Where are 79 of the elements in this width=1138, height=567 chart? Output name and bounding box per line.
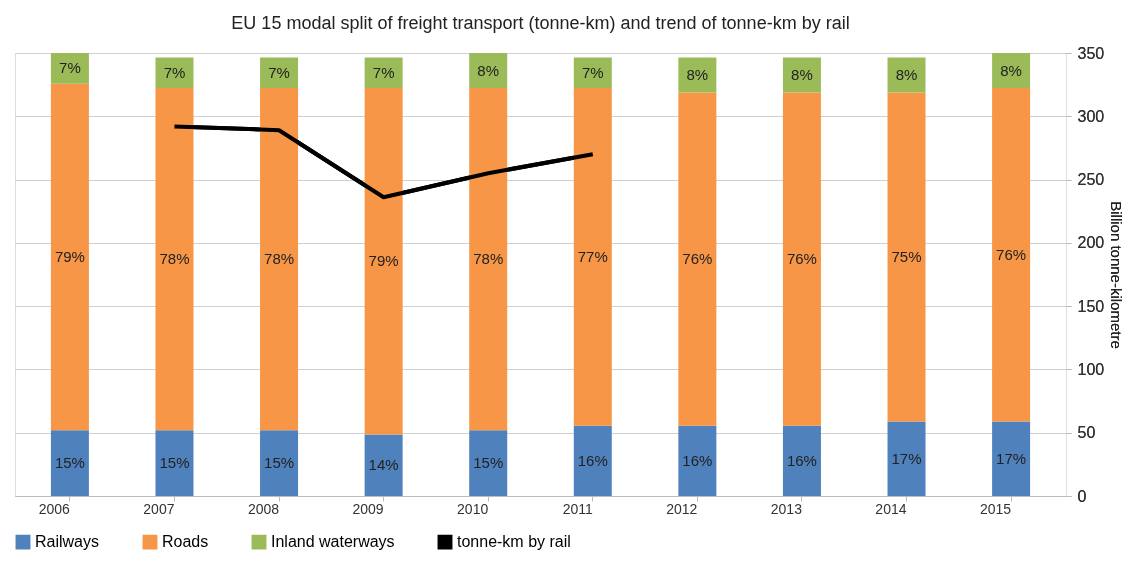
data-label: 7% xyxy=(268,63,290,81)
data-label: 7% xyxy=(581,63,604,81)
bar xyxy=(887,92,926,422)
y2-tick-label: 300 xyxy=(1077,107,1105,125)
data-label: 17% xyxy=(996,449,1027,467)
x-tick-label: 2011 xyxy=(562,500,593,517)
data-label: 16% xyxy=(786,451,817,469)
bar xyxy=(364,88,403,435)
data-label: 79% xyxy=(368,252,399,270)
bar xyxy=(155,88,194,431)
data-label: 7% xyxy=(59,59,81,77)
x-tick-label: 2008 xyxy=(247,500,280,517)
data-label: 77% xyxy=(577,247,608,265)
y2-tick-label: 100 xyxy=(1077,360,1105,378)
y2-tick-label: 0 xyxy=(1077,487,1087,505)
y2-tick-label: 200 xyxy=(1077,234,1105,252)
data-label: 78% xyxy=(159,250,190,268)
data-label: 7% xyxy=(372,63,395,81)
data-label: 78% xyxy=(473,250,504,268)
data-label: 75% xyxy=(891,247,922,265)
bar xyxy=(782,92,821,426)
x-tick-label: 2007 xyxy=(143,500,175,517)
bar xyxy=(469,88,508,431)
legend-label: Railways xyxy=(35,533,100,551)
bar xyxy=(573,425,612,496)
bar xyxy=(50,53,89,84)
bar xyxy=(992,88,1031,422)
y2-tick-label: 50 xyxy=(1077,424,1096,442)
data-label: 76% xyxy=(786,250,817,268)
data-label: 8% xyxy=(477,61,500,79)
y2-tick-label: 350 xyxy=(1077,44,1105,62)
data-label: 15% xyxy=(159,454,190,472)
data-label: 15% xyxy=(264,454,295,472)
bar xyxy=(364,434,403,496)
bar xyxy=(260,88,299,431)
bar xyxy=(678,92,717,426)
bar xyxy=(992,421,1031,496)
data-label: 8% xyxy=(791,65,813,83)
x-tick-label: 2014 xyxy=(875,500,907,517)
data-label: 8% xyxy=(686,65,709,83)
bar xyxy=(573,88,612,426)
bar xyxy=(887,421,926,496)
x-tick-label: 2006 xyxy=(38,500,71,517)
data-label: 15% xyxy=(473,454,504,472)
bar xyxy=(155,57,194,89)
y2-tick-label: 150 xyxy=(1077,297,1105,315)
bar xyxy=(260,430,299,496)
legend-label: Roads xyxy=(162,533,209,551)
x-tick-label: 2015 xyxy=(979,500,1012,517)
bar xyxy=(50,83,89,431)
legend-label: Inland waterways xyxy=(271,533,395,551)
data-label: 16% xyxy=(682,451,713,469)
data-label: 78% xyxy=(264,250,295,268)
data-label: 15% xyxy=(54,454,85,472)
data-label: 14% xyxy=(368,456,399,474)
bar xyxy=(573,57,612,89)
bar xyxy=(260,57,299,89)
data-label: 8% xyxy=(895,65,918,83)
data-label: 76% xyxy=(682,250,713,268)
bar xyxy=(364,57,403,89)
bar xyxy=(469,430,508,496)
data-label: 76% xyxy=(996,245,1027,263)
y2-axis-title: Billion tonne-kilometre xyxy=(1108,201,1126,349)
bar xyxy=(678,425,717,496)
x-tick-label: 2012 xyxy=(666,500,698,517)
data-label: 79% xyxy=(54,247,85,265)
bar xyxy=(50,430,89,496)
data-label: 16% xyxy=(577,451,608,469)
bar xyxy=(782,425,821,496)
bar xyxy=(155,430,194,496)
legend-label: tonne-km by rail xyxy=(457,533,571,551)
x-tick-label: 2013 xyxy=(770,500,803,517)
x-tick-label: 2009 xyxy=(352,500,384,517)
data-label: 8% xyxy=(1000,61,1022,79)
y2-tick-label: 250 xyxy=(1077,171,1105,189)
chart-title: EU 15 modal split of freight transport (tonne-km) and trend of tonne-km by rail xyxy=(231,13,850,33)
data-label: 17% xyxy=(891,449,922,467)
data-label: 7% xyxy=(163,63,186,81)
x-tick-label: 2010 xyxy=(457,500,489,517)
